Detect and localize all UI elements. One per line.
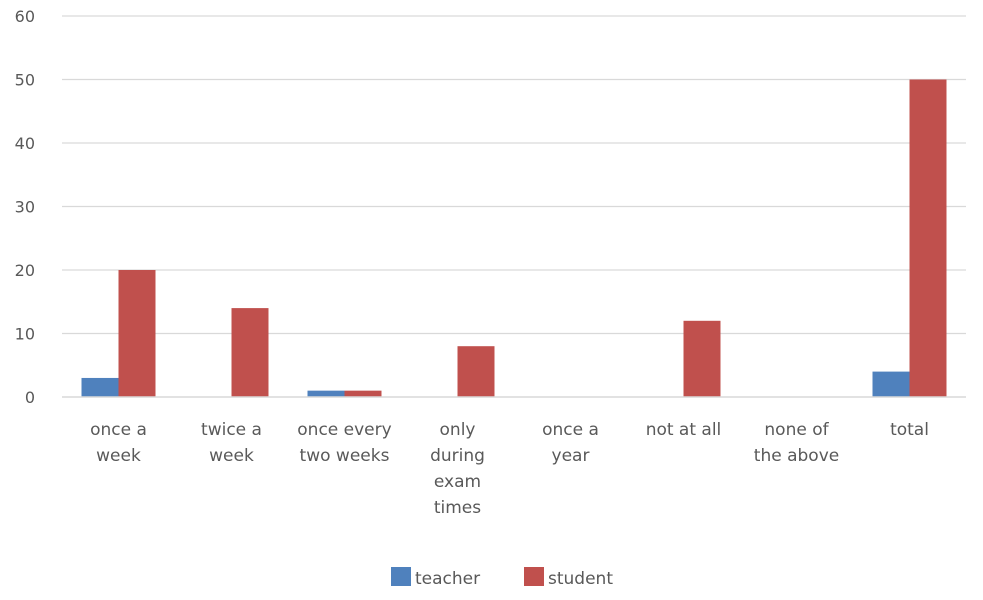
bar-student-2	[344, 390, 382, 397]
x-axis-labels: once a week twice a week once every two weeks…	[90, 420, 929, 518]
x-tick-label: not at all	[646, 420, 722, 440]
bar-student-5	[683, 320, 721, 397]
bar-student-3	[457, 346, 495, 397]
x-tick-label: total	[890, 420, 929, 440]
y-tick-label: 0	[25, 388, 35, 407]
legend-label: student	[548, 569, 613, 589]
y-tick-label: 60	[15, 7, 35, 26]
y-tick-label: 50	[15, 71, 35, 90]
bar-student-0	[118, 270, 156, 397]
y-tick-label: 30	[15, 198, 35, 217]
bar-teacher-7	[872, 371, 910, 397]
bar-teacher-2	[307, 390, 345, 397]
legend-swatch	[391, 567, 411, 586]
x-tick-label: none of the above	[754, 420, 839, 466]
legend-swatch	[524, 567, 544, 586]
y-tick-label: 20	[15, 261, 35, 280]
bars	[81, 79, 947, 397]
legend-item-student: student	[524, 567, 613, 589]
y-axis: 0 10 20 30 40 50 60	[15, 7, 35, 407]
x-tick-label: once a year	[542, 420, 599, 466]
y-tick-label: 10	[15, 325, 35, 344]
legend-label: teacher	[415, 569, 480, 589]
bar-teacher-0	[81, 377, 119, 397]
x-tick-label: once a week	[90, 420, 147, 466]
bar-student-7	[909, 79, 947, 397]
x-tick-label: twice a week	[201, 420, 262, 466]
x-tick-label: once every two weeks	[297, 420, 391, 466]
bar-student-1	[231, 308, 269, 397]
legend: teacher student	[391, 567, 613, 589]
legend-item-teacher: teacher	[391, 567, 480, 589]
y-tick-label: 40	[15, 134, 35, 153]
x-tick-label: only during exam times	[430, 420, 485, 518]
gridlines	[62, 15, 966, 335]
